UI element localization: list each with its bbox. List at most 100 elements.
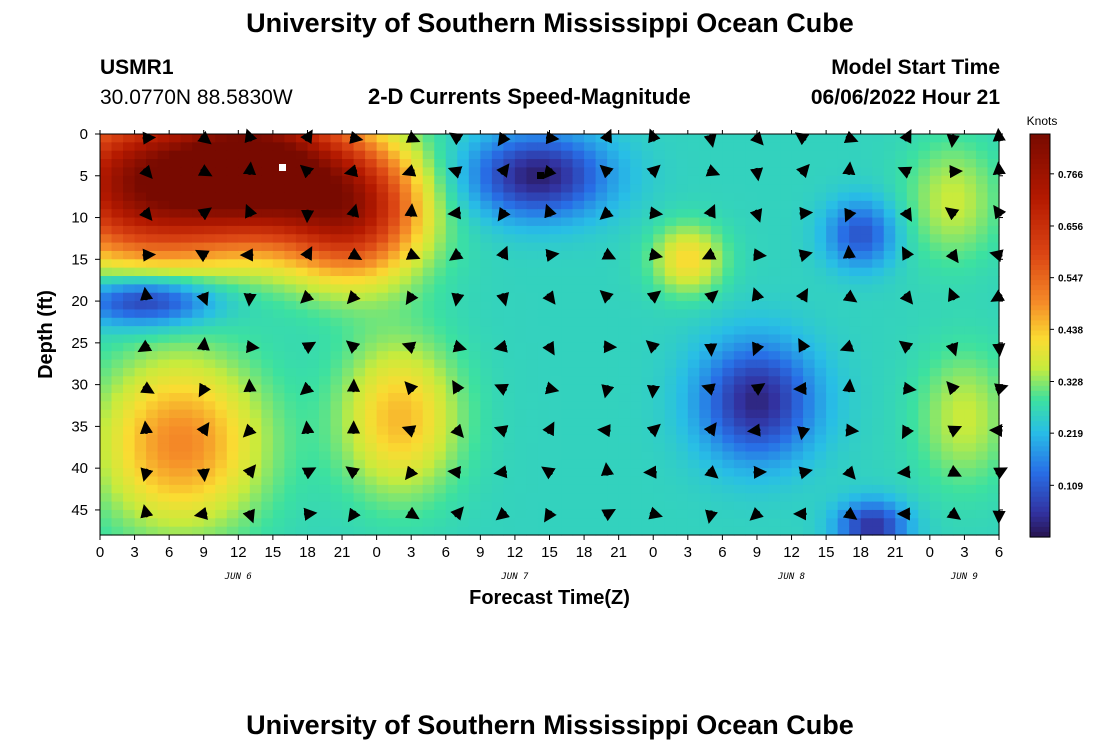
- heatmap-cell: [180, 434, 193, 444]
- heatmap-cell: [791, 526, 804, 536]
- heatmap-cell: [676, 175, 689, 185]
- heatmap-cell: [215, 493, 228, 503]
- heatmap-cell: [445, 367, 458, 377]
- heatmap-cell: [388, 276, 401, 285]
- heatmap-cell: [803, 175, 816, 185]
- heatmap-cell: [457, 326, 470, 336]
- heatmap-cell: [503, 468, 516, 478]
- heatmap-cell: [906, 434, 919, 444]
- heatmap-cell: [295, 326, 309, 336]
- heatmap-cell: [929, 234, 942, 244]
- heatmap-cell: [526, 493, 539, 503]
- heatmap-cell: [676, 209, 689, 219]
- heatmap-cell: [215, 342, 228, 352]
- heatmap-cell: [572, 426, 585, 436]
- heatmap-cell: [883, 342, 896, 352]
- heatmap-cell: [318, 175, 332, 185]
- heatmap-cell: [203, 309, 216, 319]
- heatmap-cell: [699, 317, 712, 327]
- heatmap-cell: [987, 409, 1000, 419]
- heatmap-cell: [146, 209, 159, 219]
- x-tick-label: 18: [576, 544, 593, 561]
- heatmap-cell: [837, 292, 850, 302]
- heatmap-cell: [768, 276, 781, 285]
- heatmap-cell: [791, 476, 804, 486]
- heatmap-cell: [376, 276, 389, 285]
- heatmap-cell: [987, 234, 1000, 244]
- heatmap-cell: [814, 267, 827, 277]
- heatmap-cell: [756, 184, 770, 194]
- heatmap-cell: [687, 284, 700, 294]
- heatmap-cell: [526, 367, 539, 377]
- heatmap-cell: [307, 443, 320, 453]
- heatmap-cell: [745, 225, 758, 235]
- heatmap-cell: [318, 367, 332, 377]
- heatmap-cell: [203, 342, 216, 352]
- heatmap-cell: [549, 142, 562, 152]
- heatmap-cell: [952, 342, 966, 352]
- heatmap-cell: [768, 342, 781, 352]
- heatmap-cell: [261, 292, 274, 302]
- heatmap-cell: [399, 192, 412, 202]
- heatmap-cell: [169, 159, 182, 169]
- heatmap-cell: [146, 309, 159, 319]
- heatmap-cell: [180, 359, 193, 369]
- heatmap-cell: [434, 317, 447, 327]
- current-vector-arrow: [705, 164, 721, 177]
- heatmap-cell: [549, 418, 562, 427]
- heatmap-cell: [457, 518, 470, 528]
- heatmap-cell: [618, 209, 631, 219]
- colorbar-segment: [1030, 194, 1050, 201]
- heatmap-cell: [895, 259, 908, 269]
- heatmap-cell: [837, 242, 850, 252]
- heatmap-cell: [607, 451, 620, 461]
- heatmap-cell: [561, 376, 574, 386]
- heatmap-cell: [457, 493, 470, 503]
- heatmap-cell: [272, 184, 286, 194]
- heatmap-cell: [618, 459, 631, 469]
- heatmap-cell: [318, 184, 332, 194]
- heatmap-cell: [699, 217, 712, 227]
- heatmap-cell: [710, 142, 723, 152]
- heatmap-cell: [906, 200, 919, 210]
- heatmap-cell: [941, 401, 954, 411]
- heatmap-cell: [388, 459, 401, 469]
- heatmap-cell: [249, 301, 262, 311]
- heatmap-cell: [457, 351, 470, 361]
- heatmap-cell: [514, 192, 528, 202]
- heatmap-cell: [906, 301, 919, 311]
- heatmap-cell: [249, 217, 262, 227]
- heatmap-cell: [376, 167, 389, 177]
- heatmap-cell: [480, 209, 493, 219]
- heatmap-cell: [526, 242, 539, 252]
- heatmap-cell: [284, 367, 297, 377]
- heatmap-cell: [733, 351, 747, 361]
- heatmap-cell: [388, 351, 401, 361]
- heatmap-cell: [537, 451, 551, 461]
- heatmap-cell: [872, 242, 885, 252]
- heatmap-cell: [146, 509, 159, 519]
- current-vector-arrow: [705, 509, 718, 524]
- heatmap-cell: [480, 484, 493, 494]
- heatmap-cell: [215, 418, 228, 427]
- heatmap-cell: [169, 384, 182, 394]
- heatmap-cell: [192, 367, 205, 377]
- heatmap-cell: [215, 184, 228, 194]
- heatmap-cell: [780, 250, 793, 260]
- heatmap-cell: [514, 493, 528, 503]
- heatmap-cell: [123, 259, 136, 269]
- heatmap-cell: [503, 501, 516, 511]
- heatmap-cell: [653, 192, 666, 202]
- heatmap-cell: [411, 284, 424, 294]
- heatmap-cell: [906, 367, 919, 377]
- heatmap-cell: [503, 292, 516, 302]
- colorbar-segment: [1030, 446, 1050, 452]
- heatmap-cell: [895, 409, 908, 419]
- heatmap-cell: [607, 334, 620, 344]
- heatmap-cell: [814, 334, 827, 344]
- heatmap-cell: [134, 409, 147, 419]
- heatmap-cell: [480, 234, 493, 244]
- heatmap-cell: [803, 217, 816, 227]
- heatmap-cell: [123, 134, 136, 143]
- heatmap-cell: [895, 301, 908, 311]
